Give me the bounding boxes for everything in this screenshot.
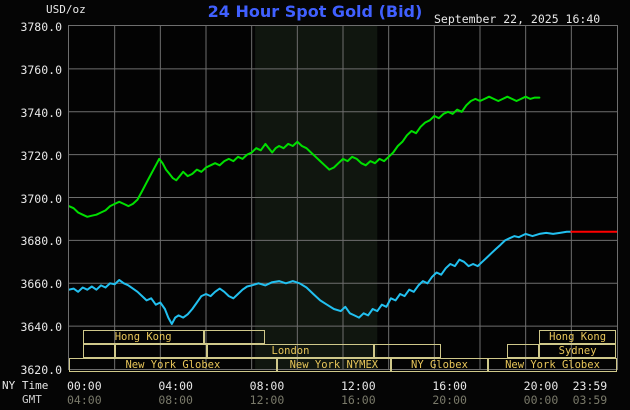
session-bar	[114, 344, 208, 358]
x-axis-gmt-tick: 20:00	[432, 393, 467, 407]
session-bar: New York Globex	[487, 358, 617, 372]
x-axis-gmt-label: GMT	[22, 393, 42, 406]
session-bar	[373, 344, 442, 358]
x-axis-ny-time-label: NY Time	[2, 379, 49, 392]
session-bar: Hong Kong	[82, 330, 204, 344]
y-axis-tick: 3700.0	[20, 191, 62, 206]
session-bar	[507, 344, 540, 358]
y-axis-tick: 3620.0	[20, 363, 62, 377]
session-bar: NY Globex	[390, 358, 488, 372]
session-bar	[82, 344, 115, 358]
y-axis-tick: 3760.0	[20, 62, 62, 77]
session-bar: New York Globex	[69, 358, 277, 372]
y-axis-tick: 3660.0	[20, 277, 62, 292]
x-axis-ny-tick: 23:59	[572, 379, 608, 393]
quote-timestamp: September 22, 2025 16:40	[434, 12, 601, 26]
y-axis-tick: 3680.0	[20, 234, 62, 249]
x-axis-gmt-tick: 00:00	[523, 393, 559, 407]
x-axis-gmt-tick: 08:00	[158, 393, 193, 407]
chart-svg	[69, 26, 617, 369]
x-axis-ny-tick: 04:00	[158, 379, 193, 393]
y-axis-tick: 3640.0	[20, 320, 62, 335]
page-title: 24 Hour Spot Gold (Bid)	[207, 2, 423, 21]
x-axis-gmt-tick: 04:00	[67, 393, 102, 407]
x-axis-ny-tick: 20:00	[523, 379, 559, 393]
session-bar: New York NYMEX	[276, 358, 391, 372]
x-axis-ny-tick: 08:00	[249, 379, 285, 393]
session-bar	[203, 330, 266, 344]
x-axis-ny-tick: 00:00	[67, 379, 102, 393]
x-axis-gmt-tick: 16:00	[341, 393, 376, 407]
x-axis-gmt-tick: 12:00	[249, 393, 285, 407]
y-axis-tick: 3780.0	[20, 20, 62, 34]
x-axis-ny-tick: 16:00	[432, 379, 467, 393]
y-axis-tick: 3740.0	[20, 105, 62, 120]
session-bar: London	[207, 344, 374, 358]
series-line-0	[69, 230, 573, 325]
session-bar: Sydney	[539, 344, 616, 358]
y-axis-unit-label: USD/oz	[46, 3, 86, 16]
x-axis-gmt-tick: 03:59	[572, 393, 608, 407]
x-axis-ny-tick: 12:00	[341, 379, 376, 393]
y-axis-tick: 3720.0	[20, 148, 62, 163]
session-bar: Hong Kong	[539, 330, 616, 344]
chart-plot-area	[68, 25, 618, 370]
series-line-2	[69, 95, 541, 218]
